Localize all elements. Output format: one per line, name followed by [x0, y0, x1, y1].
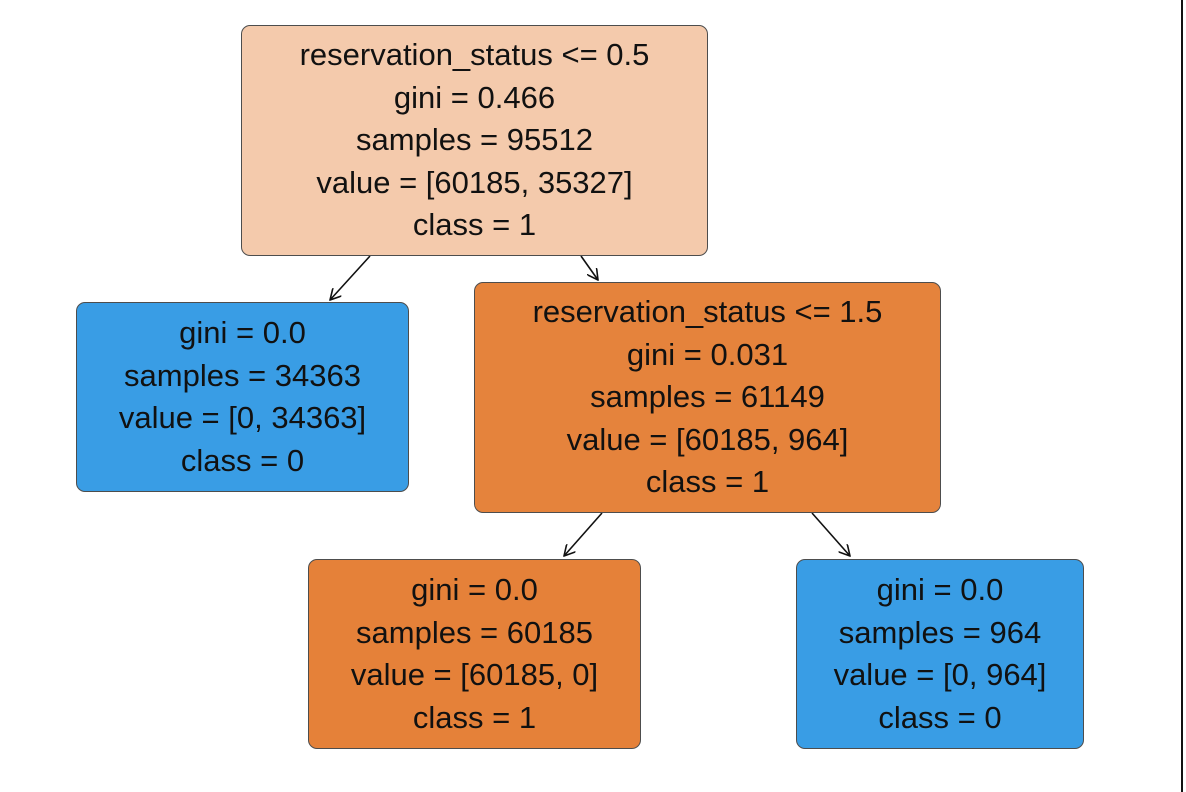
node-samples: samples = 61149: [590, 379, 825, 415]
tree-node-right: reservation_status <= 1.5 gini = 0.031 s…: [474, 282, 941, 513]
node-value: value = [60185, 0]: [350, 657, 599, 692]
node-gini: gini = 0.0: [179, 315, 306, 350]
tree-node-right-left-leaf: gini = 0.0 samples = 60185 value = [6018…: [308, 559, 641, 749]
edge-root-to-left: [330, 255, 371, 300]
node-value: value = [0, 964]: [833, 657, 1047, 692]
node-gini: gini = 0.031: [626, 336, 789, 372]
tree-node-right-right-leaf: gini = 0.0 samples = 964 value = [0, 964…: [796, 559, 1084, 749]
node-split-condition: reservation_status <= 1.5: [532, 294, 883, 330]
node-value: value = [0, 34363]: [118, 400, 367, 435]
node-class: class = 1: [412, 207, 537, 243]
edge-right-to-right-right: [811, 512, 850, 556]
node-gini: gini = 0.466: [393, 79, 556, 115]
node-samples: samples = 34363: [124, 357, 361, 393]
edge-right-to-right-left: [564, 512, 603, 556]
node-value: value = [60185, 964]: [566, 421, 849, 457]
node-samples: samples = 60185: [356, 614, 593, 650]
tree-node-left-leaf: gini = 0.0 samples = 34363 value = [0, 3…: [76, 302, 409, 492]
node-samples: samples = 95512: [356, 122, 593, 158]
node-class: class = 0: [180, 442, 305, 478]
edge-root-to-right: [580, 255, 598, 280]
node-class: class = 1: [645, 464, 770, 500]
node-gini: gini = 0.0: [876, 572, 1004, 607]
node-split-condition: reservation_status <= 0.5: [299, 37, 650, 73]
node-value: value = [60185, 35327]: [316, 164, 633, 200]
node-samples: samples = 964: [838, 614, 1042, 650]
node-gini: gini = 0.0: [411, 572, 538, 607]
tree-node-root: reservation_status <= 0.5 gini = 0.466 s…: [241, 25, 708, 256]
node-class: class = 1: [412, 699, 537, 735]
node-class: class = 0: [878, 699, 1002, 735]
